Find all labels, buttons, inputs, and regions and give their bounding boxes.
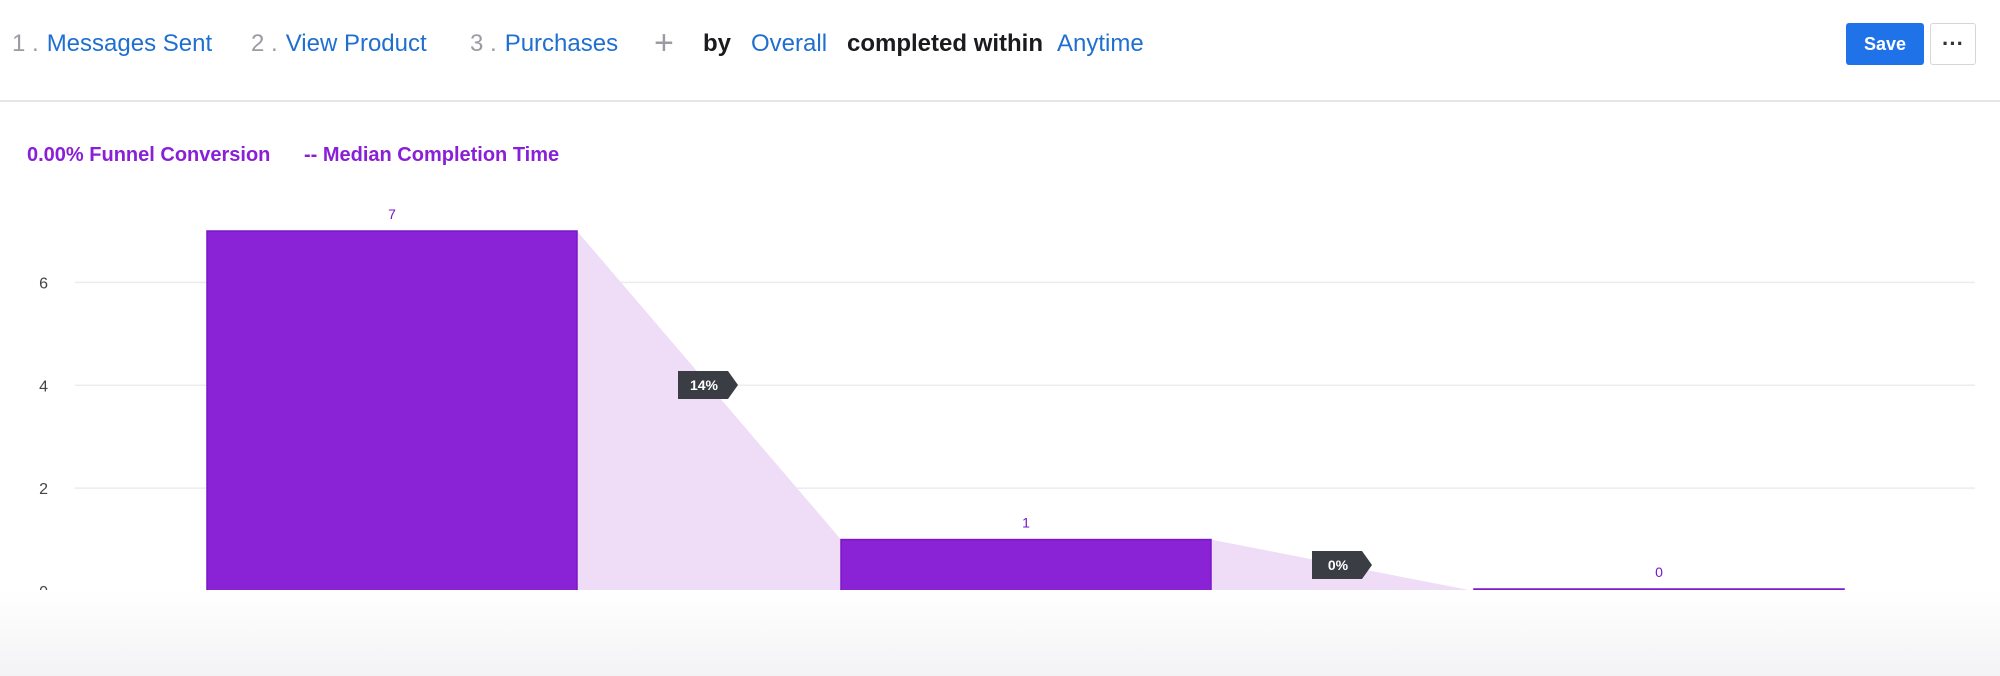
median-completion-time-stat: -- Median Completion Time [303, 144, 560, 166]
funnel-summary: 0.00% Funnel Conversion -- Median Comple… [27, 144, 587, 167]
funnel-connector [577, 231, 841, 591]
x-category-label: Purchases [1619, 618, 1699, 637]
y-tick-label: 4 [39, 378, 48, 395]
funnel-query-bar: 1 . Messages Sent 2 . View Product 3 . Purc… [0, 0, 2000, 102]
save-button[interactable]: Save [1846, 23, 1924, 65]
conversion-badge [1312, 551, 1372, 579]
funnel-step-1[interactable]: 1 . Messages Sent [12, 30, 212, 58]
step-number: 3 . [470, 30, 497, 57]
funnel-bar [840, 538, 1212, 592]
conversion-badge-label: 0% [1328, 557, 1349, 573]
completed-within-label: completed within [847, 30, 1044, 57]
funnel-conversion-stat: 0.00% Funnel Conversion [27, 144, 271, 166]
y-tick-label: 2 [39, 481, 48, 498]
x-category-label: View Product [976, 618, 1076, 637]
breakdown-selector[interactable]: Overall [751, 30, 828, 57]
step-event-link[interactable]: View Product [285, 30, 427, 57]
step-event-link[interactable]: Purchases [504, 30, 619, 57]
funnel-bar [1473, 588, 1845, 592]
plus-icon[interactable]: + [654, 24, 674, 62]
bar-value-label: 1 [1022, 515, 1030, 531]
funnel-step-3[interactable]: 3 . Purchases [470, 30, 618, 58]
step-number: 2 . [251, 30, 278, 57]
y-tick-label: 6 [39, 275, 48, 292]
funnel-bar [206, 230, 578, 592]
ellipsis-icon[interactable]: ··· [1930, 23, 1976, 65]
y-tick-label: 0 [39, 584, 48, 601]
conversion-badge [678, 371, 738, 399]
funnel-step-2[interactable]: 2 . View Product [251, 30, 427, 58]
step-number: 1 . [12, 30, 39, 57]
x-category-label: Messages Sent [333, 618, 450, 637]
conversion-badge-label: 14% [690, 377, 719, 393]
by-label: by [703, 30, 732, 57]
time-window-selector[interactable]: Anytime [1057, 30, 1144, 57]
bar-value-label: 7 [388, 206, 396, 222]
bar-value-label: 0 [1655, 564, 1663, 580]
step-event-link[interactable]: Messages Sent [46, 30, 213, 57]
